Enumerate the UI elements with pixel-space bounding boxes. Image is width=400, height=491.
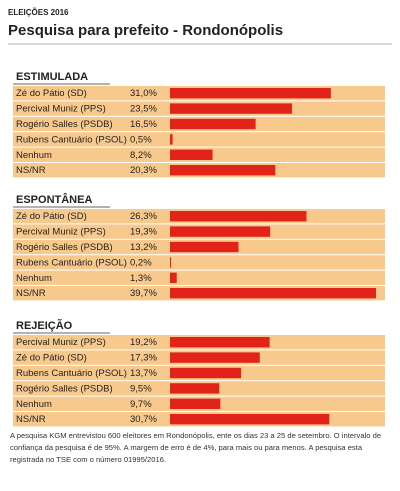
value-label: 13,7% <box>130 368 157 379</box>
value-label: 39,7% <box>130 288 157 299</box>
value-label: 9,5% <box>130 383 152 394</box>
category-label: Nenhum <box>16 273 52 284</box>
bar <box>170 88 331 99</box>
bar <box>170 226 271 237</box>
bar <box>170 398 221 409</box>
category-label: Nenhum <box>16 399 52 410</box>
bar <box>170 103 292 114</box>
category-label: Rogério Salles (PSDB) <box>16 242 113 253</box>
value-label: 0,2% <box>130 257 152 268</box>
section-title: REJEIÇÃO <box>16 319 73 332</box>
row-bg <box>13 132 385 147</box>
value-label: 26,3% <box>130 211 157 222</box>
bar <box>170 241 239 253</box>
category-label: Percival Muniz (PPS) <box>16 227 106 238</box>
bar <box>170 149 213 160</box>
category-label: Rogério Salles (PSDB) <box>16 383 113 394</box>
category-label: Nenhum <box>16 150 52 161</box>
bar <box>170 352 260 363</box>
category-label: Rubens Cantuário (PSOL) <box>16 368 127 379</box>
category-label: Percival Muniz (PPS) <box>16 104 106 115</box>
value-label: 31,0% <box>130 88 157 99</box>
value-label: 13,2% <box>130 242 157 253</box>
bar <box>170 272 177 283</box>
value-label: 19,3% <box>130 227 157 238</box>
bar <box>170 414 330 425</box>
row-bg <box>13 270 385 285</box>
category-label: NS/NR <box>16 414 46 425</box>
chart: ELEIÇÕES 2016 Pesquisa para prefeito - R… <box>8 8 392 427</box>
category-label: Percival Muniz (PPS) <box>16 337 106 348</box>
value-label: 1,3% <box>130 273 152 284</box>
value-label: 23,5% <box>130 104 157 115</box>
value-label: 8,2% <box>130 150 152 161</box>
category-label: Zé do Pátio (SD) <box>16 353 87 364</box>
category-label: Rubens Cantuário (PSOL) <box>16 134 127 145</box>
value-label: 9,7% <box>130 399 152 410</box>
title: Pesquisa para prefeito - Rondonópolis <box>8 22 283 39</box>
category-label: Zé do Pátio (SD) <box>16 211 87 222</box>
category-label: Zé do Pátio (SD) <box>16 88 87 99</box>
bar <box>170 337 270 348</box>
bar <box>170 118 256 130</box>
footnote: A pesquisa KGM entrevistou 600 eleitores… <box>10 431 382 464</box>
category-label: Rogério Salles (PSDB) <box>16 119 113 130</box>
kicker: ELEIÇÕES 2016 <box>8 8 69 17</box>
row-bg <box>13 255 385 270</box>
value-label: 30,7% <box>130 414 157 425</box>
category-label: NS/NR <box>16 288 46 299</box>
category-label: Rubens Cantuário (PSOL) <box>16 257 127 268</box>
bar <box>170 383 220 394</box>
bar <box>170 257 172 268</box>
bar <box>170 165 276 176</box>
bar <box>170 211 307 222</box>
bar <box>170 367 242 379</box>
category-label: NS/NR <box>16 165 46 176</box>
value-label: 0,5% <box>130 134 152 145</box>
section-title: ESTIMULADA <box>16 71 88 83</box>
section-title: ESPONTÂNEA <box>16 193 92 206</box>
value-label: 19,2% <box>130 337 157 348</box>
bar <box>170 134 173 145</box>
value-label: 16,5% <box>130 119 157 130</box>
value-label: 17,3% <box>130 353 157 364</box>
value-label: 20,3% <box>130 165 157 176</box>
bar <box>170 288 376 299</box>
